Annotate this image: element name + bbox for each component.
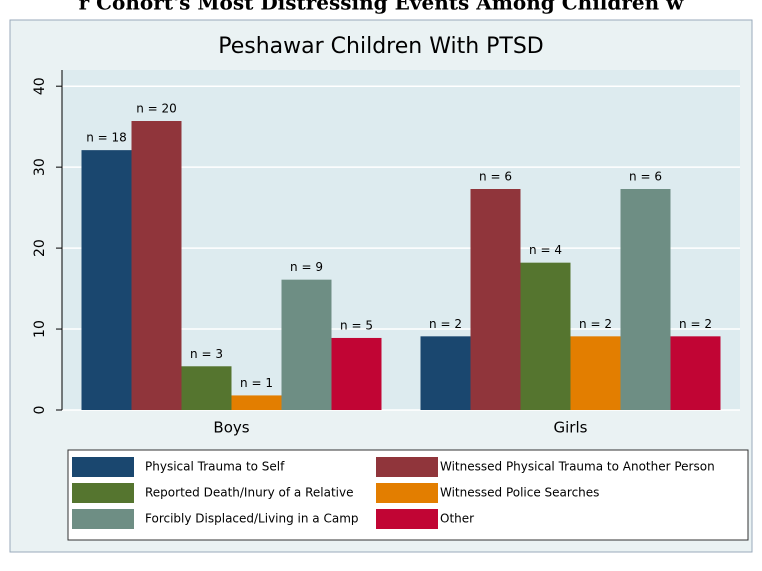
legend-label: Forcibly Displaced/Living in a Camp xyxy=(145,512,359,526)
bar xyxy=(181,366,232,410)
bar xyxy=(420,336,471,410)
value-label: n = 2 xyxy=(579,317,612,331)
legend-swatch xyxy=(72,457,134,477)
y-tick-label: 10 xyxy=(32,320,48,338)
x-tick-label: Girls xyxy=(554,419,588,437)
x-tick-label: Boys xyxy=(213,419,249,437)
legend-label: Witnessed Physical Trauma to Another Per… xyxy=(440,460,715,474)
value-label: n = 3 xyxy=(190,347,223,361)
legend-swatch xyxy=(72,509,134,529)
page-header: r Cohort's Most Distressing Events Among… xyxy=(79,0,685,15)
value-label: n = 5 xyxy=(340,318,373,332)
legend-swatch xyxy=(72,483,134,503)
legend-label: Reported Death/Inury of a Relative xyxy=(145,486,353,500)
value-label: n = 20 xyxy=(136,102,177,116)
legend-swatch xyxy=(376,483,438,503)
value-label: n = 6 xyxy=(629,170,662,184)
legend-label: Witnessed Police Searches xyxy=(440,486,599,500)
value-label: n = 6 xyxy=(479,170,512,184)
y-tick-label: 20 xyxy=(32,239,48,257)
bar xyxy=(570,336,621,410)
value-label: n = 9 xyxy=(290,260,323,274)
bar xyxy=(670,336,721,410)
y-tick-label: 40 xyxy=(32,77,48,95)
y-tick-label: 30 xyxy=(32,158,48,176)
bar xyxy=(81,150,132,410)
bar xyxy=(331,337,382,410)
value-label: n = 2 xyxy=(679,317,712,331)
legend-label: Physical Trauma to Self xyxy=(145,460,285,474)
chart-title: Peshawar Children With PTSD xyxy=(218,34,544,59)
value-label: n = 18 xyxy=(86,131,127,145)
bar xyxy=(131,121,182,410)
value-label: n = 2 xyxy=(429,317,462,331)
bar xyxy=(231,395,282,410)
bar xyxy=(470,189,521,410)
bar xyxy=(281,279,332,410)
value-label: n = 4 xyxy=(529,243,562,257)
bar xyxy=(520,262,571,410)
legend-label: Other xyxy=(440,512,474,526)
legend-swatch xyxy=(376,509,438,529)
legend-swatch xyxy=(376,457,438,477)
value-label: n = 1 xyxy=(240,376,273,390)
bar xyxy=(620,189,671,410)
y-tick-label: 0 xyxy=(32,406,48,415)
